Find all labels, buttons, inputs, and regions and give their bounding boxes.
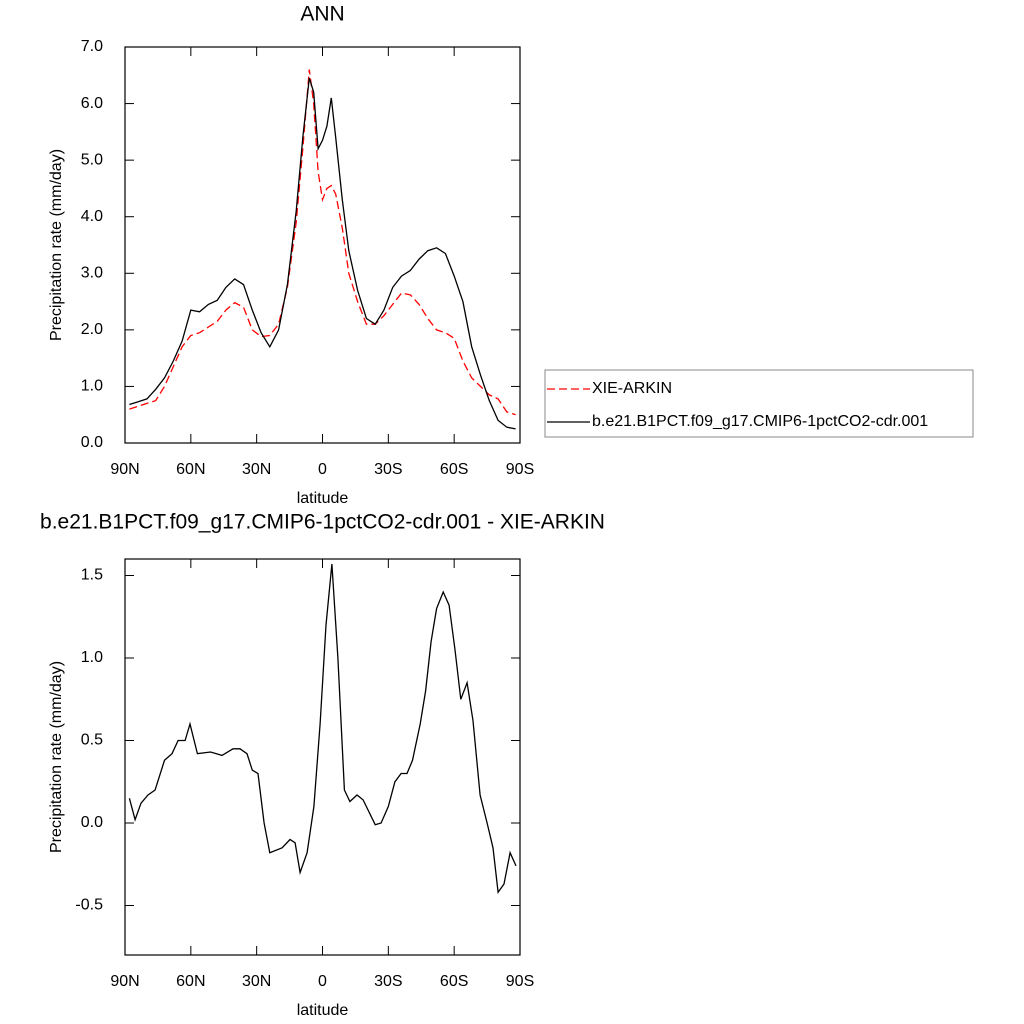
data-line — [129, 77, 516, 430]
y-tick-label: 0.0 — [81, 434, 103, 451]
y-tick-label: 1.0 — [81, 378, 103, 395]
y-tick-label: 3.0 — [81, 265, 103, 282]
y-tick-label: 5.0 — [81, 151, 103, 168]
y-tick-label: 1.0 — [81, 649, 103, 666]
x-tick-label: 0 — [318, 973, 327, 990]
x-tick-label: 90S — [506, 973, 534, 990]
y-tick-label: 0.0 — [81, 814, 103, 831]
plot-frame — [124, 558, 521, 956]
y-tick-label: 7.0 — [81, 38, 103, 55]
x-axis-label: latitude — [297, 1002, 349, 1019]
y-tick-label: 4.0 — [81, 208, 103, 225]
x-tick-label: 30N — [242, 973, 271, 990]
data-line — [129, 69, 516, 416]
x-tick-label: 60S — [440, 461, 468, 478]
data-line — [128, 563, 517, 895]
legend-box — [544, 369, 974, 438]
legend-label: b.e21.B1PCT.f09_g17.CMIP6-1pctCO2-cdr.00… — [592, 413, 928, 430]
x-tick-label: 90N — [110, 461, 139, 478]
x-tick-label: 60N — [176, 461, 205, 478]
y-axis-label: Precipitation rate (mm/day) — [48, 149, 65, 341]
chart-title: b.e21.B1PCT.f09_g17.CMIP6-1pctCO2-cdr.00… — [40, 511, 605, 534]
y-tick-label: 1.5 — [81, 567, 103, 584]
legend-label: XIE-ARKIN — [592, 380, 672, 397]
x-tick-label: 30S — [374, 461, 402, 478]
plot-frame — [124, 46, 521, 444]
x-tick-label: 60N — [176, 973, 205, 990]
y-tick-label: 6.0 — [81, 95, 103, 112]
x-axis-label: latitude — [297, 490, 349, 507]
x-tick-label: 90S — [506, 461, 534, 478]
y-tick-label: -0.5 — [75, 897, 103, 914]
chart-title: ANN — [300, 3, 344, 26]
y-axis-label: Precipitation rate (mm/day) — [48, 661, 65, 853]
y-tick-label: 0.5 — [81, 732, 103, 749]
x-tick-label: 30S — [374, 973, 402, 990]
y-tick-label: 2.0 — [81, 321, 103, 338]
x-tick-label: 30N — [242, 461, 271, 478]
x-tick-label: 90N — [110, 973, 139, 990]
x-tick-label: 60S — [440, 973, 468, 990]
x-tick-label: 0 — [318, 461, 327, 478]
legend: XIE-ARKIN b.e21.B1PCT.f09_g17.CMIP6-1pctC… — [544, 369, 974, 438]
